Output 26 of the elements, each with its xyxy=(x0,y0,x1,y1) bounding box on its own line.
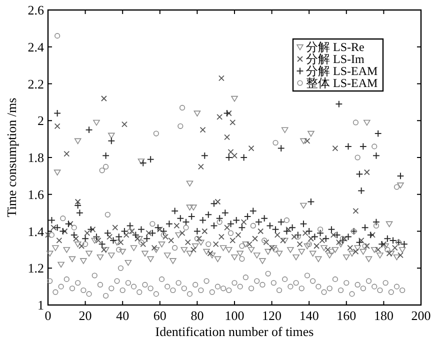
y-tick-label: 2 xyxy=(38,113,44,128)
x-tick-label: 120 xyxy=(262,308,282,323)
y-tick-label: 1.2 xyxy=(28,260,44,276)
y-tick-label: 2.4 xyxy=(28,39,44,54)
legend-label: 分解 LS-Re xyxy=(306,40,364,54)
y-tick-label: 2.2 xyxy=(28,76,44,92)
x-tick-label: 80 xyxy=(190,308,204,323)
x-tick-label: 20 xyxy=(78,308,92,323)
x-tick-label: 40 xyxy=(116,308,130,323)
y-tick-label: 1 xyxy=(38,298,44,312)
x-tick-label: 140 xyxy=(299,308,319,323)
x-tick-label: 160 xyxy=(336,308,356,323)
x-tick-label: 0 xyxy=(44,308,52,323)
x-axis-title: Identification number of times xyxy=(155,324,314,339)
x-tick-label: 180 xyxy=(374,308,394,323)
y-tick-label: 2.6 xyxy=(28,2,44,18)
y-tick-label: 1.8 xyxy=(28,150,44,165)
legend-label: 整体 LS-EAM xyxy=(306,76,378,90)
y-tick-label: 1.4 xyxy=(28,224,44,239)
y-axis-title: Time consumption /ms xyxy=(4,98,19,218)
x-tick-label: 60 xyxy=(153,308,166,323)
legend-label: 分解 LS-EAM xyxy=(306,64,378,78)
legend-label: 分解 LS-Im xyxy=(306,52,365,66)
x-tick-label: 200 xyxy=(411,308,431,323)
x-tick-label: 100 xyxy=(224,308,244,323)
y-tick-label: 1.6 xyxy=(28,186,44,202)
